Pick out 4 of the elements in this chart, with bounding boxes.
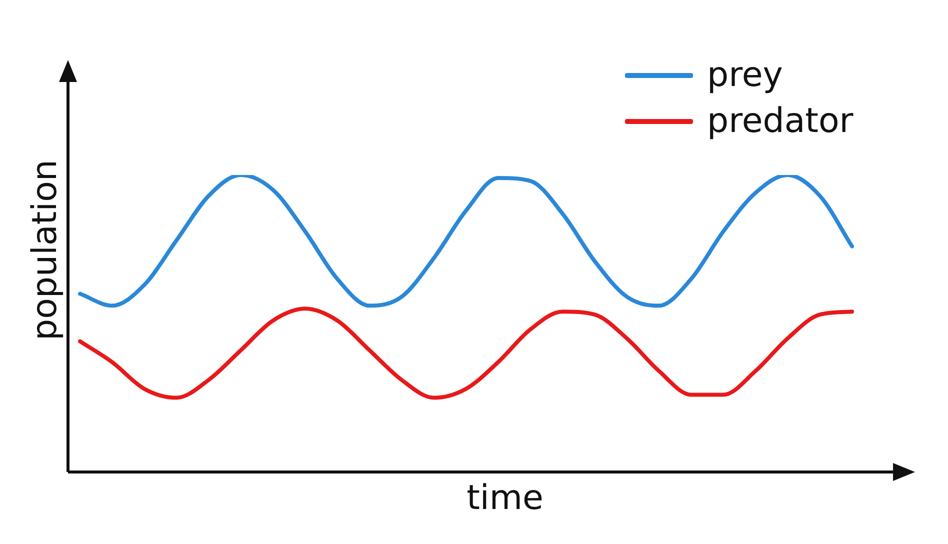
y-axis-title: population (25, 158, 65, 342)
x-axis-title: time (466, 478, 544, 518)
legend-label: predator (707, 101, 854, 141)
legend-label: prey (707, 55, 783, 95)
